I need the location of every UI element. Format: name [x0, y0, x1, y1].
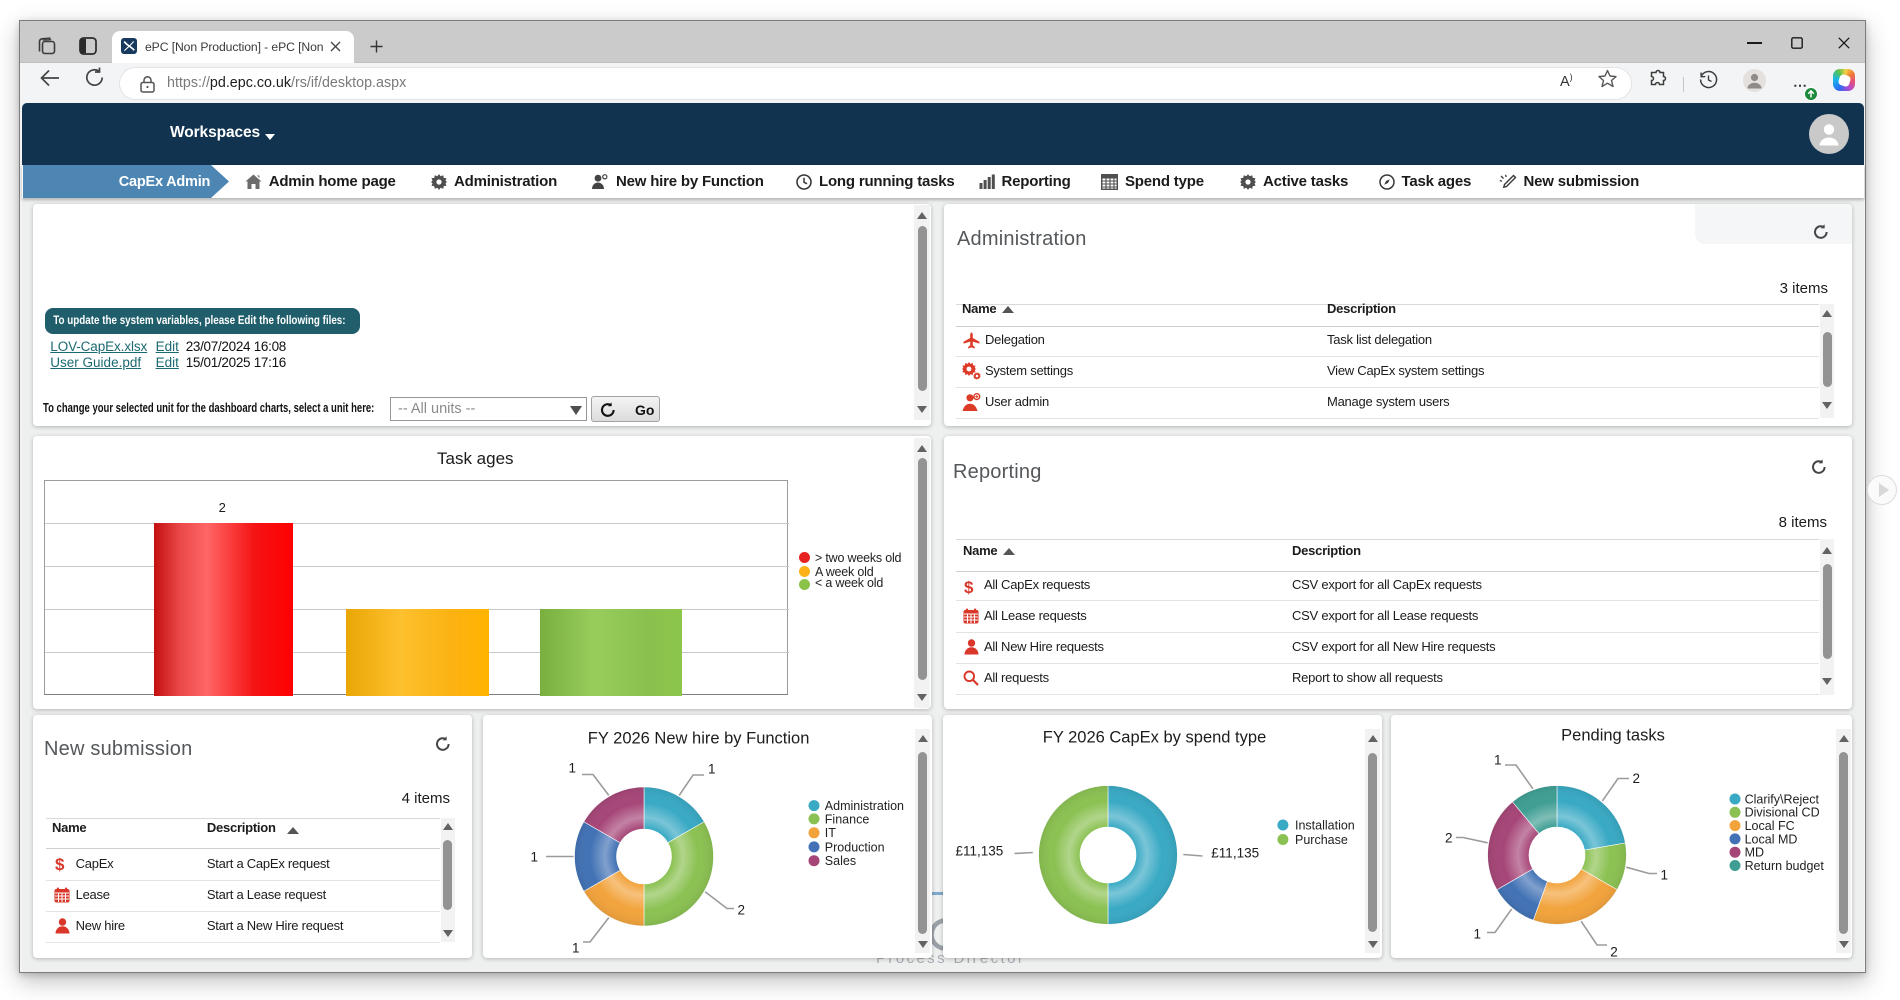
svg-text:£11,135: £11,135 [1211, 846, 1259, 861]
svg-text:FY 2026 New hire by Function: FY 2026 New hire by Function [588, 730, 810, 748]
svg-text:Local FC: Local FC [1745, 819, 1795, 833]
svg-text:Clarify\Reject: Clarify\Reject [1745, 792, 1820, 806]
svg-text:1: 1 [1494, 753, 1502, 768]
svg-text:Sales: Sales [825, 854, 856, 868]
svg-text:Production: Production [825, 840, 885, 854]
svg-text:£11,135: £11,135 [955, 844, 1003, 859]
svg-text:Finance: Finance [825, 812, 870, 826]
svg-text:Local MD: Local MD [1745, 832, 1798, 846]
svg-text:Administration: Administration [825, 799, 904, 813]
svg-text:2: 2 [1445, 831, 1453, 846]
svg-text:1: 1 [708, 762, 716, 777]
svg-text:1: 1 [572, 941, 580, 956]
svg-text:1: 1 [1661, 868, 1669, 883]
svg-text:Installation: Installation [1295, 818, 1355, 832]
svg-text:2: 2 [738, 903, 746, 918]
svg-text:1: 1 [1473, 927, 1481, 942]
svg-text:2: 2 [1610, 945, 1618, 960]
svg-text:1: 1 [568, 761, 576, 776]
svg-text:IT: IT [825, 826, 836, 840]
svg-text:Divisional CD: Divisional CD [1745, 806, 1820, 820]
svg-text:Return budget: Return budget [1745, 859, 1825, 873]
svg-text:2: 2 [1633, 771, 1641, 786]
svg-text:Pending tasks: Pending tasks [1561, 727, 1665, 745]
svg-text:1: 1 [530, 850, 538, 865]
svg-text:MD: MD [1745, 846, 1764, 860]
svg-text:FY 2026 CapEx by spend type: FY 2026 CapEx by spend type [1043, 729, 1267, 747]
svg-text:Purchase: Purchase [1295, 833, 1348, 847]
